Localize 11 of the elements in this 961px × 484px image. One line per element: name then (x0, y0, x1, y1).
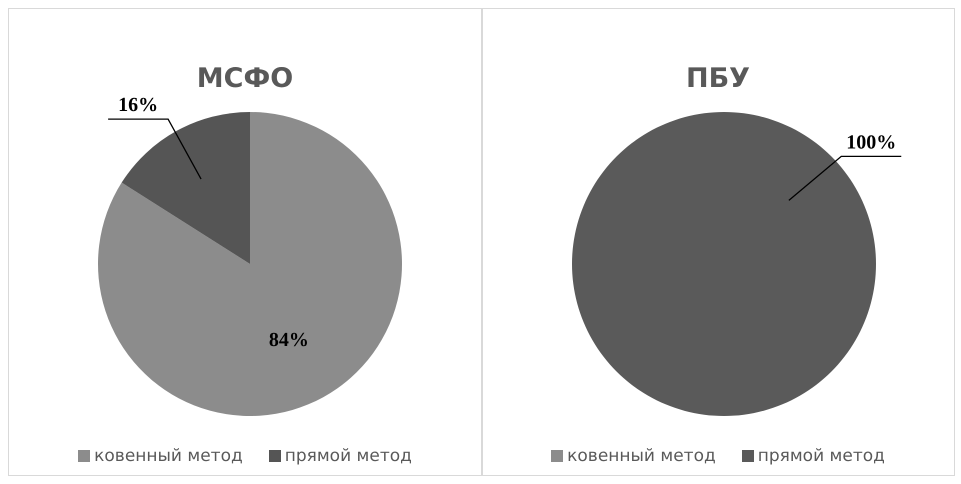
pie-slice (98, 112, 402, 416)
data-label: 84% (268, 328, 309, 351)
data-label: 16% (118, 94, 158, 116)
legend-label: прямой метод (284, 446, 412, 466)
legend-label: ковенный метод (94, 446, 243, 466)
legend-label: ковенный метод (567, 446, 716, 466)
data-label: 100% (846, 131, 896, 154)
chart-title: МСФО (196, 63, 294, 94)
legend-label: прямой метод (758, 446, 885, 466)
pie-slice (122, 112, 250, 264)
chart-title: ПБУ (685, 63, 751, 94)
